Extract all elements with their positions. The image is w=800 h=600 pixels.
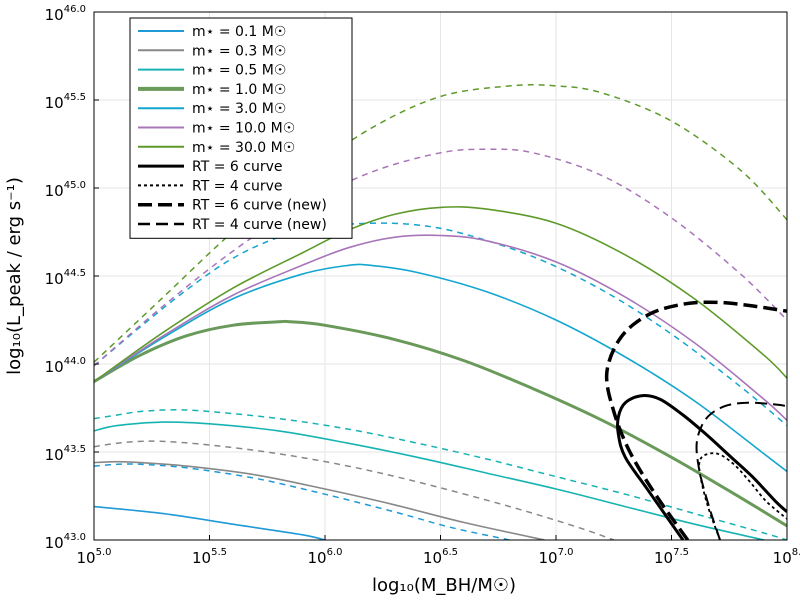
y-axis-label: log₁₀(L_peak / erg s⁻¹): [4, 177, 25, 375]
y-tick-label: 1044.0: [45, 356, 86, 376]
x-tick-label: 107.0: [539, 547, 574, 567]
y-tick-label: 1045.0: [45, 180, 86, 200]
legend-label: RT = 4 curve: [192, 178, 282, 194]
series-line-5: [94, 463, 510, 540]
series-line-13: [616, 394, 787, 540]
y-tick-label: 1043.5: [45, 444, 86, 464]
series-line-0: [94, 505, 326, 540]
legend: m⋆ = 0.1 M☉ m⋆ = 0.3 M☉ m⋆ = 0.5 M☉ m⋆ = 1.…: [129, 17, 353, 239]
series-line-3: [94, 421, 768, 540]
series-line-14: [698, 452, 787, 540]
axis-ticks: 105.0 105.5 106.0 106.5 107.0 107.5 108. 1043.0…: [45, 4, 800, 567]
x-tick-label: 107.5: [654, 547, 689, 567]
y-tick-label: 1046.0: [45, 4, 86, 24]
x-axis-label: log₁₀(M_BH/M☉): [372, 575, 516, 596]
y-tick-label: 1044.5: [45, 268, 86, 288]
series-line-10: [94, 148, 787, 367]
legend-label: RT = 4 curve (new): [192, 217, 327, 233]
legend-label: m⋆ = 1.0 M☉: [192, 82, 286, 98]
x-tick-label: 105.5: [192, 547, 227, 567]
legend-label: m⋆ = 0.3 M☉: [192, 43, 286, 59]
x-tick-label: 106.5: [423, 547, 458, 567]
series-line-2: [94, 440, 615, 540]
y-tick-label: 1043.0: [45, 532, 86, 552]
series-line-6: [94, 319, 787, 528]
series-line-16: [695, 401, 787, 540]
legend-label: RT = 6 curve: [192, 159, 282, 175]
x-tick-label: 105.0: [77, 547, 112, 567]
y-tick-label: 1045.5: [45, 92, 86, 112]
x-tick-label: 108.: [773, 547, 800, 567]
legend-label: RT = 6 curve (new): [192, 198, 327, 214]
series-line-7: [94, 263, 787, 473]
legend-label: m⋆ = 3.0 M☉: [192, 101, 286, 117]
legend-label: m⋆ = 10.0 M☉: [192, 121, 295, 137]
legend-label: m⋆ = 0.1 M☉: [192, 24, 286, 40]
series-line-1: [94, 460, 545, 540]
series-line-15: [604, 300, 787, 540]
legend-label: m⋆ = 0.5 M☉: [192, 63, 286, 79]
series-line-12: [94, 84, 787, 363]
series-line-11: [94, 206, 787, 383]
series-line-9: [94, 234, 787, 421]
x-tick-label: 106.0: [308, 547, 343, 567]
legend-label: m⋆ = 30.0 M☉: [192, 140, 295, 156]
plot-series: [94, 84, 787, 540]
